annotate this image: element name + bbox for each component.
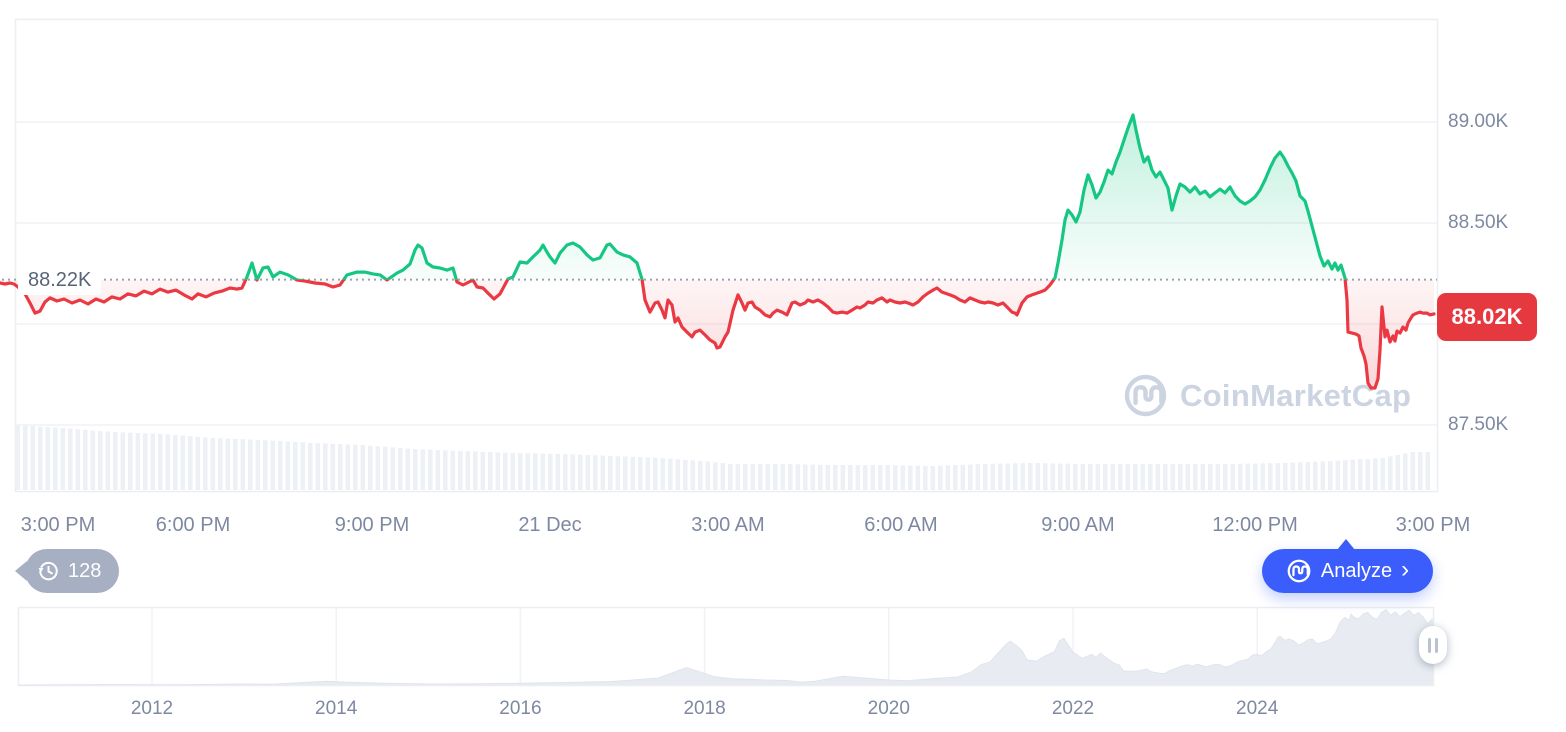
pause-drag-icon: [1435, 637, 1438, 653]
navigator-year-2014: 2014: [315, 698, 358, 719]
history-clock-icon: [38, 561, 58, 580]
history-badge-notch: [15, 561, 27, 581]
coinmarketcap-logo-icon: [1287, 559, 1311, 583]
navigator-range-track[interactable]: [18, 607, 1433, 685]
x-axis-tick-8: 3:00 PM: [1395, 514, 1471, 536]
y-axis-tick-87.50K: 87.50K: [1448, 414, 1509, 435]
y-axis-tick-88.50K: 88.50K: [1448, 212, 1509, 233]
navigator-year-2024: 2024: [1236, 698, 1279, 719]
x-axis-tick-5: 6:00 AM: [864, 514, 938, 536]
navigator-year-2012: 2012: [130, 698, 174, 719]
price-line-series: [0, 113, 1437, 390]
x-axis-tick-6: 9:00 AM: [1041, 514, 1115, 536]
x-axis-tick-4: 3:00 AM: [691, 514, 765, 536]
navigator-year-2018: 2018: [683, 698, 726, 719]
x-axis-tick-1: 6:00 PM: [155, 514, 231, 536]
x-axis-tick-0: 3:00 PM: [20, 514, 96, 536]
y-axis-tick-89.00K: 89.00K: [1448, 111, 1509, 132]
navigator-year-2020: 2020: [867, 698, 910, 719]
history-count: 128: [68, 559, 102, 582]
baseline-price-label: 88.22K: [18, 266, 102, 295]
history-count-badge[interactable]: 128: [15, 549, 120, 593]
volume-bars: [15, 425, 1431, 490]
analyze-button-notch: [1337, 539, 1355, 550]
x-axis-tick-2: 9:00 PM: [334, 514, 410, 536]
navigator-year-2022: 2022: [1051, 698, 1095, 719]
x-axis-tick-7: 12:00 PM: [1212, 514, 1298, 536]
last-price-badge: 88.02K: [1437, 293, 1537, 341]
analyze-button[interactable]: Analyze ›: [1262, 539, 1433, 593]
navigator-drag-handle[interactable]: [1419, 626, 1447, 664]
chevron-right-icon: ›: [1401, 555, 1410, 583]
coinmarketcap-logo-icon: [1124, 374, 1167, 417]
navigator-year-2016: 2016: [499, 698, 542, 719]
x-axis-tick-3: 21 Dec: [518, 514, 582, 536]
pause-drag-icon: [1428, 637, 1431, 653]
analyze-label: Analyze: [1320, 559, 1393, 582]
